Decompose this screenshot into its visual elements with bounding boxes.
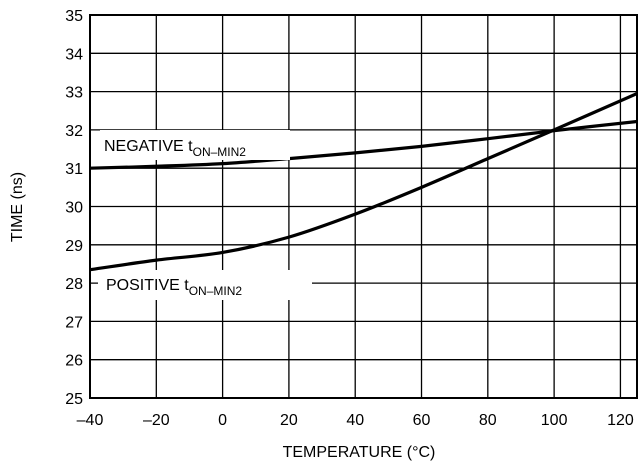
- x-tick-label: 80: [479, 412, 497, 429]
- series-label-positive-text: POSITIVE tON–MIN2: [106, 277, 242, 298]
- y-tick-label: 28: [65, 276, 83, 293]
- series-label-negative-text: NEGATIVE tON–MIN2: [104, 138, 246, 159]
- y-tick-label: 29: [65, 238, 83, 255]
- y-tick-label: 35: [65, 8, 83, 25]
- x-tick-label: –20: [143, 412, 170, 429]
- series-lines: [89, 92, 638, 272]
- x-tick-label: –40: [77, 412, 104, 429]
- series-label-negative: NEGATIVE tON–MIN2: [100, 130, 290, 160]
- x-axis-title: TEMPERATURE (°C): [283, 444, 436, 461]
- y-tick-label: 30: [65, 200, 83, 217]
- x-tick-label: 40: [346, 412, 364, 429]
- series-line-positive: [89, 92, 638, 272]
- y-axis-title: TIME (ns): [9, 172, 26, 242]
- y-tick-label: 27: [65, 314, 83, 331]
- x-tick-label: 120: [607, 412, 634, 429]
- series-label-negative-bg: [100, 130, 290, 160]
- series-label-positive: POSITIVE tON–MIN2: [98, 270, 312, 300]
- x-tick-label: 60: [413, 412, 431, 429]
- tick-labels: –40 –20 0 20 40 60 80 100 120 25 26 27 28 29 30 31 32 33 3…: [65, 8, 634, 429]
- series-label-positive-bg: [98, 270, 312, 300]
- grid: [89, 14, 638, 399]
- series-line-negative: [89, 119, 638, 170]
- x-tick-label: 0: [218, 412, 227, 429]
- y-tick-label: 31: [65, 161, 83, 178]
- y-tick-label: 32: [65, 123, 83, 140]
- x-tick-label: 100: [541, 412, 568, 429]
- y-tick-label: 34: [65, 46, 83, 63]
- x-tick-label: 20: [280, 412, 298, 429]
- y-tick-label: 26: [65, 353, 83, 370]
- plot-frame: [89, 14, 638, 399]
- y-tick-label: 33: [65, 85, 83, 102]
- y-tick-label: 25: [65, 391, 83, 408]
